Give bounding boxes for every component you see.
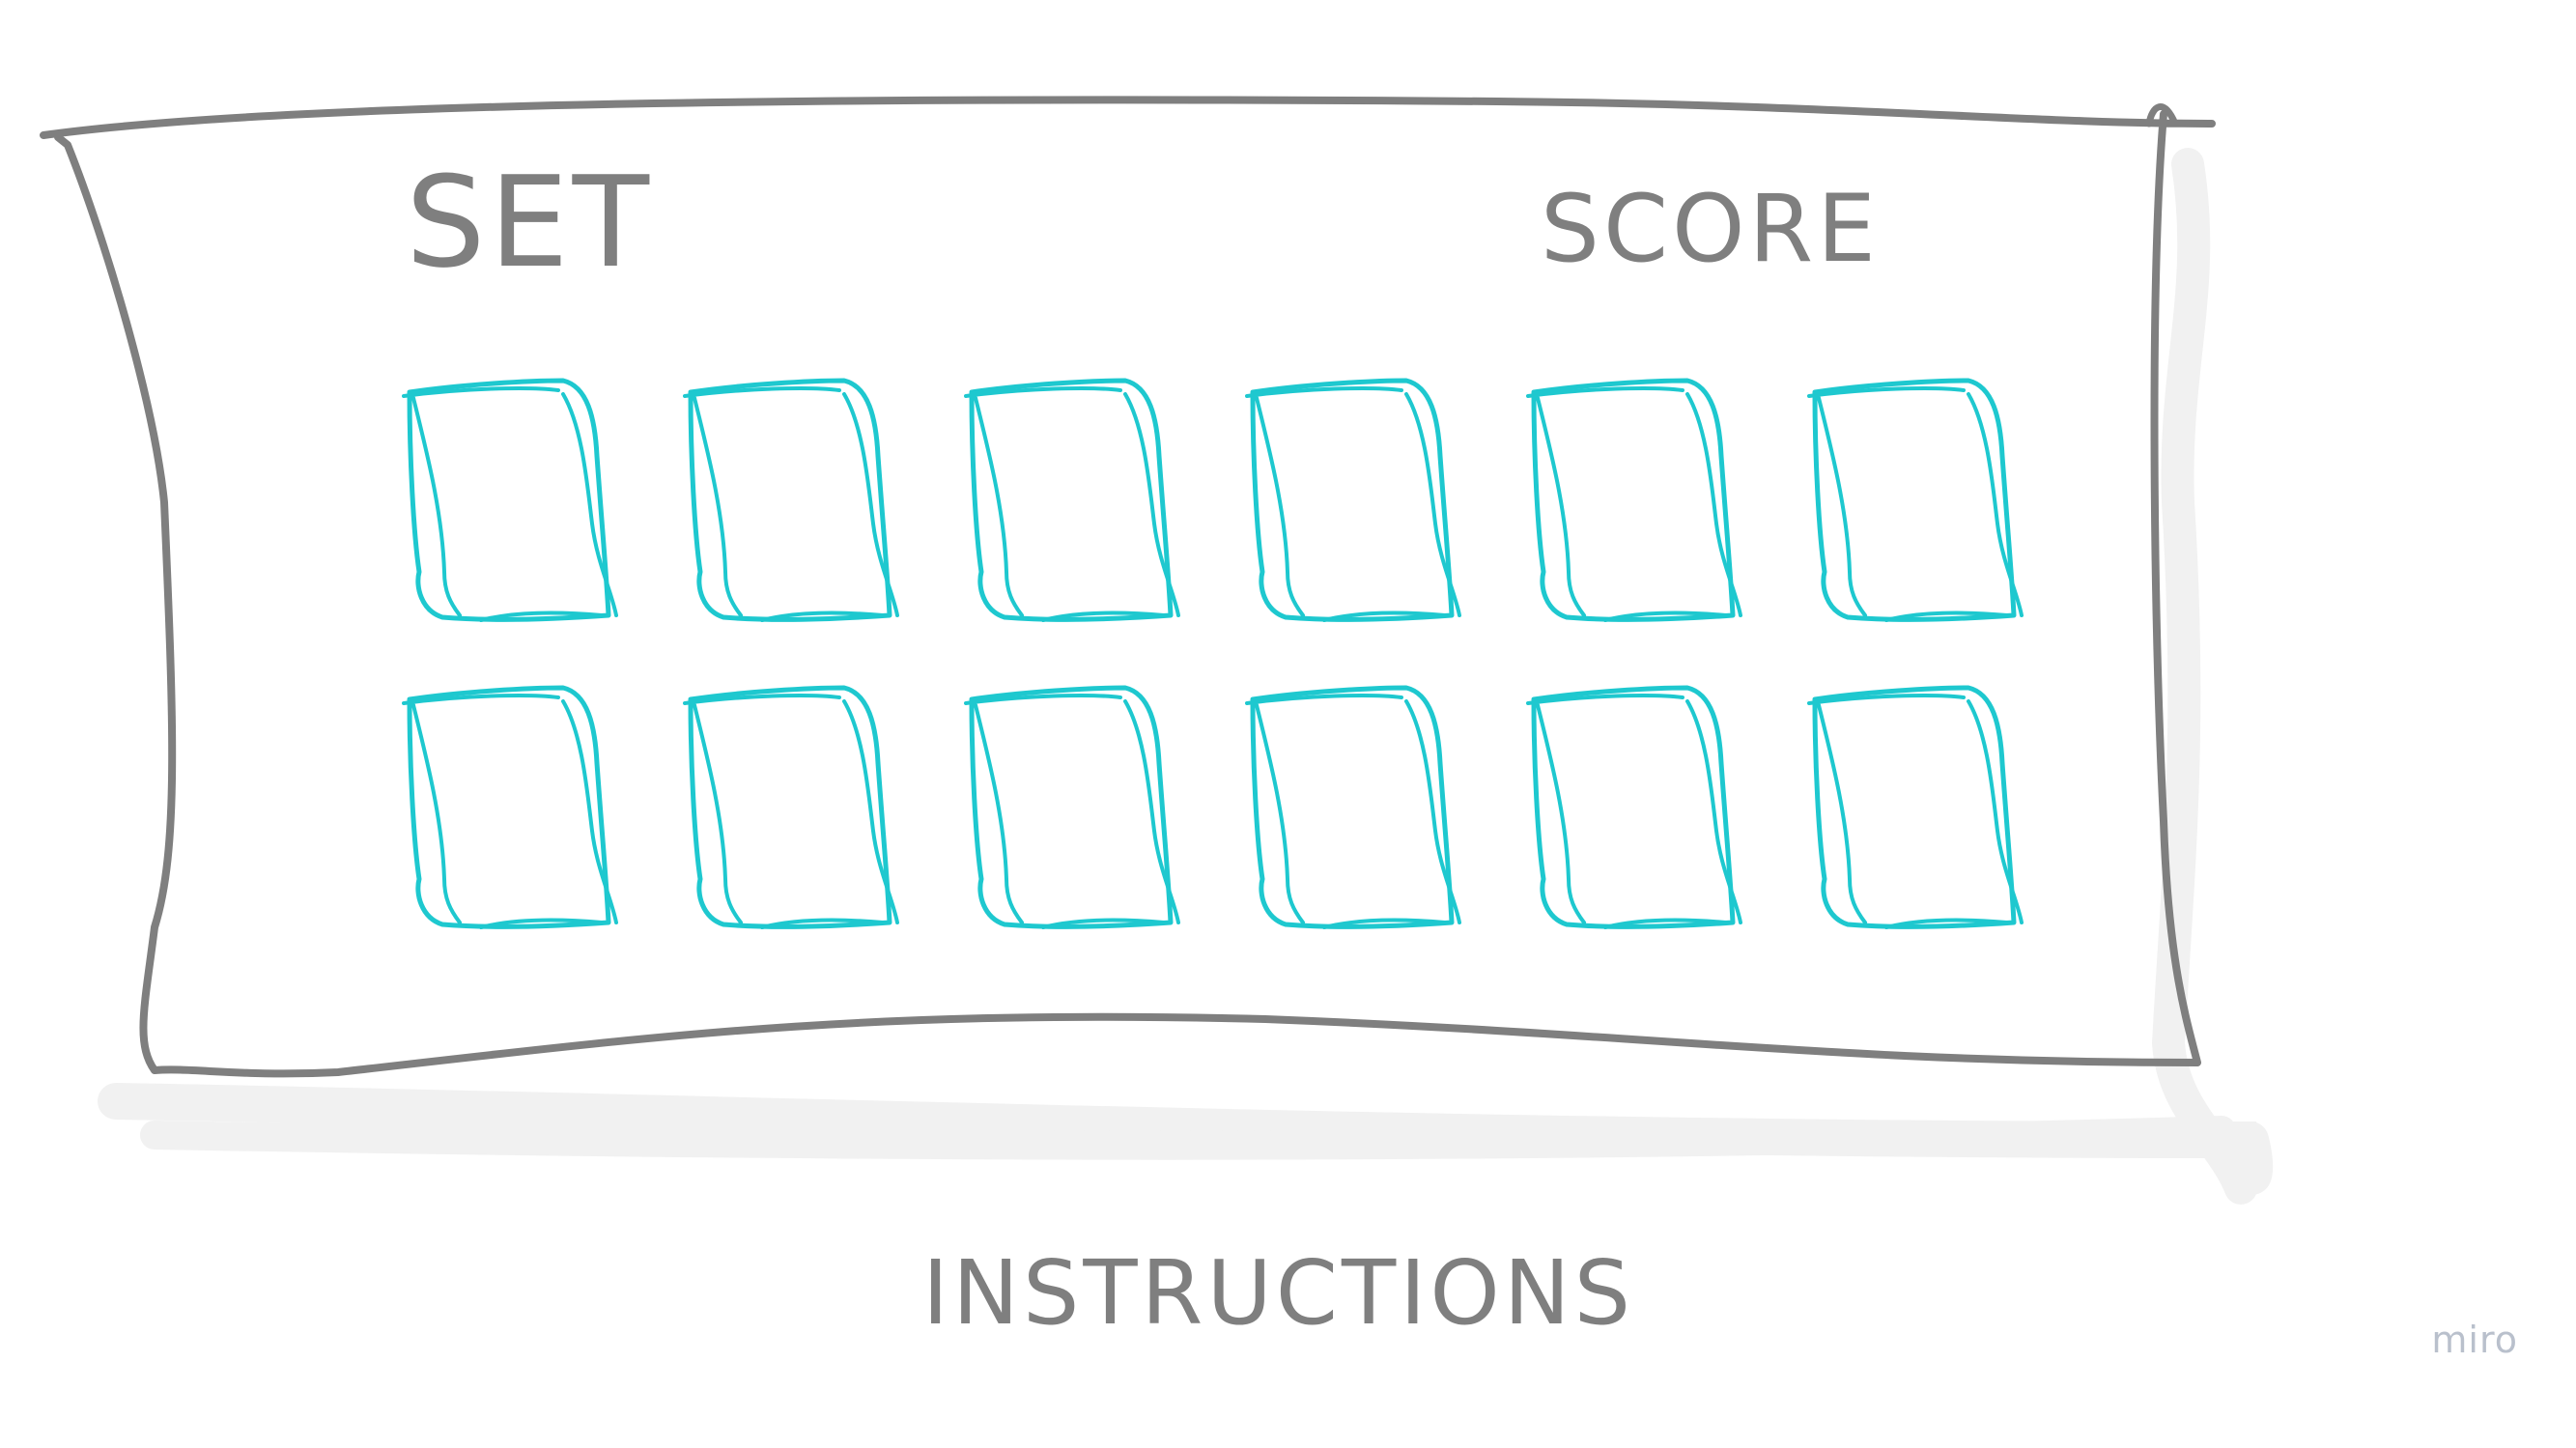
- card-sketch-line: [683, 386, 899, 622]
- card[interactable]: [1245, 378, 1461, 622]
- card-grid: [402, 378, 2024, 929]
- card-sketch-line: [402, 386, 618, 622]
- card-outline: [969, 685, 1174, 929]
- card-sketch-line: [1245, 386, 1461, 622]
- card-outline: [1250, 685, 1455, 929]
- board-shadow-bottom: [140, 1116, 2236, 1160]
- card[interactable]: [1526, 378, 1742, 622]
- card-outline: [1812, 685, 2017, 929]
- card[interactable]: [964, 378, 1180, 622]
- card[interactable]: [1245, 685, 1461, 929]
- card-outline: [1250, 378, 1455, 622]
- card[interactable]: [964, 685, 1180, 929]
- card[interactable]: [683, 378, 899, 622]
- card[interactable]: [1526, 685, 1742, 929]
- board-outline: [40, 96, 2216, 1078]
- card-sketch-line: [1807, 386, 2024, 622]
- card-outline: [1531, 378, 1736, 622]
- card-outline: [407, 378, 611, 622]
- card[interactable]: [402, 378, 618, 622]
- card-outline: [407, 685, 611, 929]
- card-sketch-line: [1526, 386, 1742, 622]
- board-shadow-right: [2151, 148, 2257, 1205]
- instructions-label: INSTRUCTIONS: [922, 1241, 1634, 1345]
- score-label: SCORE: [1541, 175, 1880, 283]
- card-outline: [969, 378, 1174, 622]
- card-outline: [688, 685, 892, 929]
- card-sketch-line: [964, 694, 1180, 929]
- card[interactable]: [1807, 685, 2024, 929]
- board-corner-curl: [2145, 103, 2179, 128]
- card-outline: [688, 378, 892, 622]
- card-outline: [1812, 378, 2017, 622]
- card-sketch-line: [1807, 694, 2024, 929]
- card-sketch-line: [683, 694, 899, 929]
- card-sketch-line: [402, 694, 618, 929]
- miro-watermark: miro: [2431, 1319, 2518, 1361]
- card[interactable]: [683, 685, 899, 929]
- card-sketch-line: [964, 386, 1180, 622]
- card-sketch-line: [1245, 694, 1461, 929]
- card-sketch-line: [1526, 694, 1742, 929]
- card[interactable]: [1807, 378, 2024, 622]
- card[interactable]: [402, 685, 618, 929]
- card-outline: [1531, 685, 1736, 929]
- set-label: SET: [406, 149, 653, 296]
